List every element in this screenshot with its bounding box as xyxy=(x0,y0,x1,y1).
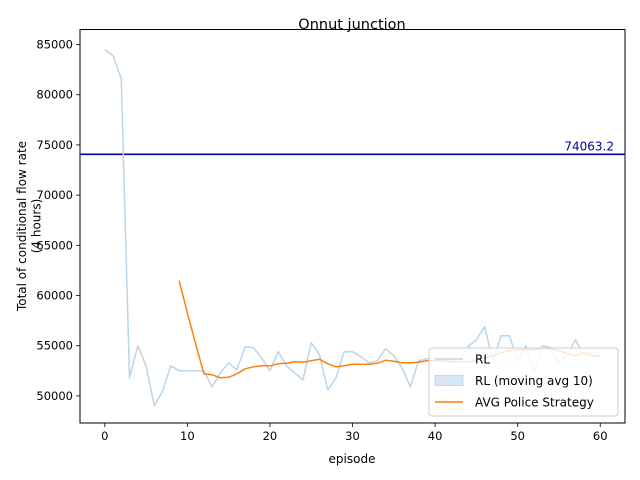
y-tick-label: 50000 xyxy=(36,389,73,403)
x-tick-label: 60 xyxy=(593,429,608,443)
chart-title: Onnut junction xyxy=(298,17,405,33)
y-tick-label: 55000 xyxy=(36,339,73,353)
y-tick-label: 80000 xyxy=(36,88,73,102)
x-tick-label: 30 xyxy=(345,429,360,443)
legend: RL RL (moving avg 10) AVG Police Strategy xyxy=(428,347,619,417)
x-tick-label: 40 xyxy=(428,429,443,443)
legend-box xyxy=(428,347,619,417)
x-axis-label: episode xyxy=(329,452,376,466)
reference-line-label: 74063.2 xyxy=(564,139,614,153)
x-tick-label: 0 xyxy=(101,429,108,443)
y-tick-label: 70000 xyxy=(36,188,73,202)
legend-label-2: AVG Police Strategy xyxy=(475,396,594,410)
plot-area: 74063.2 0 10 20 30 40 50 60 50000 55000 60000 650… xyxy=(36,29,626,443)
legend-label-0: RL xyxy=(475,353,490,367)
y-axis-label-line-2: (4 hours) xyxy=(30,199,44,254)
x-axis: 0 10 20 30 40 50 60 xyxy=(101,423,608,443)
y-tick-label: 60000 xyxy=(36,289,73,303)
x-tick-label: 50 xyxy=(510,429,525,443)
x-tick-label: 20 xyxy=(263,429,278,443)
y-tick-label: 75000 xyxy=(36,138,73,152)
legend-swatch-1 xyxy=(434,375,464,386)
x-tick-label: 10 xyxy=(180,429,195,443)
y-tick-label: 65000 xyxy=(36,238,73,252)
y-axis: 50000 55000 60000 65000 70000 75000 80000 85000 xyxy=(36,38,80,403)
legend-label-1: RL (moving avg 10) xyxy=(475,374,593,388)
reference-layer: 74063.2 xyxy=(80,139,625,156)
y-axis-label: Total of conditional flow rate (4 hours) xyxy=(15,141,44,312)
y-axis-label-line-1: Total of conditional flow rate xyxy=(15,141,29,312)
y-tick-label: 85000 xyxy=(36,38,73,52)
